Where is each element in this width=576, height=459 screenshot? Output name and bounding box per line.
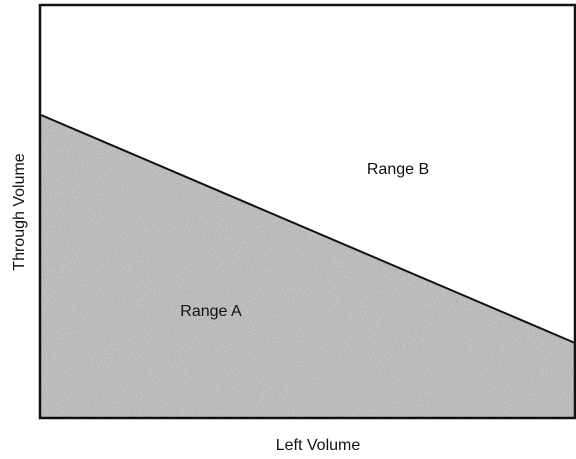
boundary-line — [40, 114, 576, 344]
region-label: Range A — [180, 303, 242, 320]
plot-frame — [38, 3, 576, 420]
x-axis-label: Left Volume — [276, 437, 361, 454]
range-a-area — [41, 115, 575, 417]
region-label: Range B — [367, 161, 429, 178]
y-axis-label: Through Volume — [11, 153, 28, 271]
